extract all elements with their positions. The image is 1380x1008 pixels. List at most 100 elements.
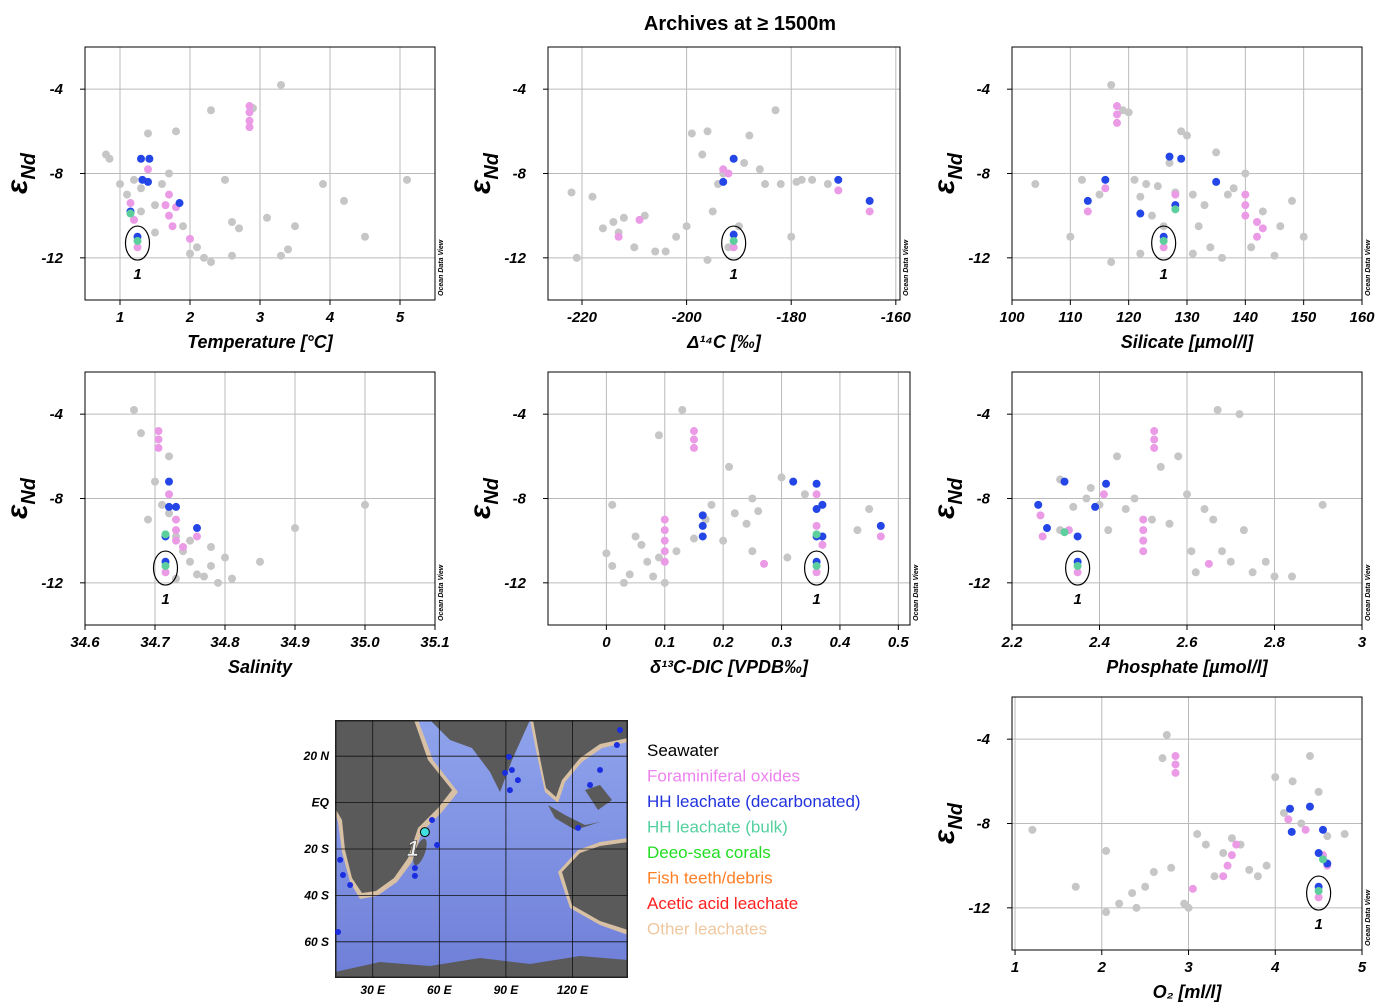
- data-point: [1102, 908, 1111, 917]
- data-point: [651, 247, 660, 256]
- annotation: 1: [730, 266, 738, 283]
- latitude-label: 20 N: [303, 749, 330, 763]
- map-background: [335, 720, 628, 978]
- data-point: [1193, 830, 1202, 839]
- data-point: [698, 521, 707, 530]
- y-tick-label: -12: [41, 250, 63, 267]
- data-point: [818, 540, 827, 549]
- data-point: [630, 243, 639, 252]
- data-point: [144, 165, 152, 174]
- data-point: [635, 215, 644, 224]
- data-point: [165, 477, 173, 486]
- data-point: [1323, 832, 1332, 841]
- y-axis-label: εNd: [928, 802, 967, 844]
- station: [597, 766, 604, 773]
- data-point: [1139, 515, 1148, 524]
- data-point: [1115, 899, 1124, 908]
- x-tick-label: 1: [1011, 959, 1019, 976]
- data-point: [137, 207, 145, 216]
- data-point: [1159, 243, 1168, 252]
- plot-frame: [1011, 46, 1363, 301]
- site-ellipse: [124, 225, 151, 261]
- x-axis-label: δ¹³C-DIC [VPDB‰]: [650, 657, 809, 677]
- data-point: [1340, 830, 1349, 839]
- data-point: [207, 542, 215, 551]
- data-point: [154, 443, 163, 452]
- data-point: [748, 547, 757, 556]
- data-point: [787, 232, 796, 241]
- annotation: 1: [161, 591, 169, 608]
- data-point: [876, 532, 885, 541]
- data-point: [1148, 515, 1156, 524]
- data-point: [179, 222, 187, 231]
- data-point: [748, 494, 757, 503]
- data-point: [1149, 867, 1158, 876]
- data-point: [1288, 572, 1296, 581]
- data-point: [1299, 232, 1308, 241]
- data-point: [1142, 180, 1151, 189]
- data-point: [865, 505, 874, 514]
- data-point: [245, 116, 254, 125]
- data-point: [654, 431, 663, 440]
- data-point: [1141, 882, 1150, 891]
- data-point: [130, 215, 138, 224]
- data-point: [221, 553, 229, 562]
- data-point: [1086, 483, 1095, 492]
- data-point: [1124, 108, 1133, 117]
- y-axis-subscript: Nd: [481, 152, 503, 179]
- x-tick-label: 0.4: [830, 634, 852, 651]
- data-point: [689, 534, 698, 543]
- data-point: [1188, 190, 1197, 199]
- station: [337, 856, 344, 863]
- data-point: [1073, 561, 1082, 570]
- plot-frame: [84, 371, 436, 626]
- data-point: [1270, 251, 1279, 260]
- data-point: [608, 561, 617, 570]
- y-axis-symbol: ε: [1, 504, 34, 519]
- data-point: [1204, 559, 1213, 568]
- x-tick-label: 3: [1184, 959, 1193, 976]
- data-point: [144, 515, 152, 524]
- data-point: [876, 521, 885, 530]
- data-point: [144, 177, 152, 186]
- x-tick-label: 2.2: [1001, 634, 1024, 651]
- data-point: [137, 429, 145, 438]
- station: [617, 726, 624, 733]
- data-point: [572, 253, 581, 262]
- data-point: [165, 190, 173, 199]
- data-point: [703, 127, 712, 136]
- data-point: [777, 473, 786, 482]
- y-tick-label: -8: [50, 166, 64, 183]
- y-axis-subscript: Nd: [945, 477, 967, 504]
- data-point: [161, 530, 170, 539]
- data-point: [284, 245, 292, 254]
- y-tick-label: -8: [513, 166, 527, 183]
- data-point: [1130, 494, 1139, 503]
- data-point: [609, 217, 618, 226]
- data-point: [1165, 519, 1174, 528]
- data-point: [1262, 861, 1271, 870]
- station: [506, 753, 513, 760]
- x-tick-label: 34.7: [140, 634, 170, 651]
- data-point: [708, 207, 717, 216]
- data-point: [1235, 410, 1244, 419]
- data-point: [130, 405, 138, 414]
- x-tick-label: 0.1: [654, 634, 675, 651]
- data-point: [808, 175, 817, 184]
- figure-title: Archives at ≥ 1500m: [644, 13, 836, 35]
- data-point: [1284, 815, 1293, 824]
- x-axis-label: Silicate [µmol/l]: [1121, 332, 1254, 352]
- data-point: [221, 175, 229, 184]
- data-point: [144, 129, 152, 138]
- site-ellipse: [152, 550, 179, 586]
- data-point: [179, 542, 187, 551]
- x-tick-label: 2: [185, 309, 195, 326]
- x-tick-label: 0.2: [713, 634, 735, 651]
- x-tick-label: 110: [1058, 309, 1083, 326]
- x-tick-label: 34.8: [210, 634, 240, 651]
- data-point: [742, 519, 751, 528]
- data-point: [1279, 808, 1288, 817]
- data-point: [661, 247, 670, 256]
- data-point: [1219, 872, 1228, 881]
